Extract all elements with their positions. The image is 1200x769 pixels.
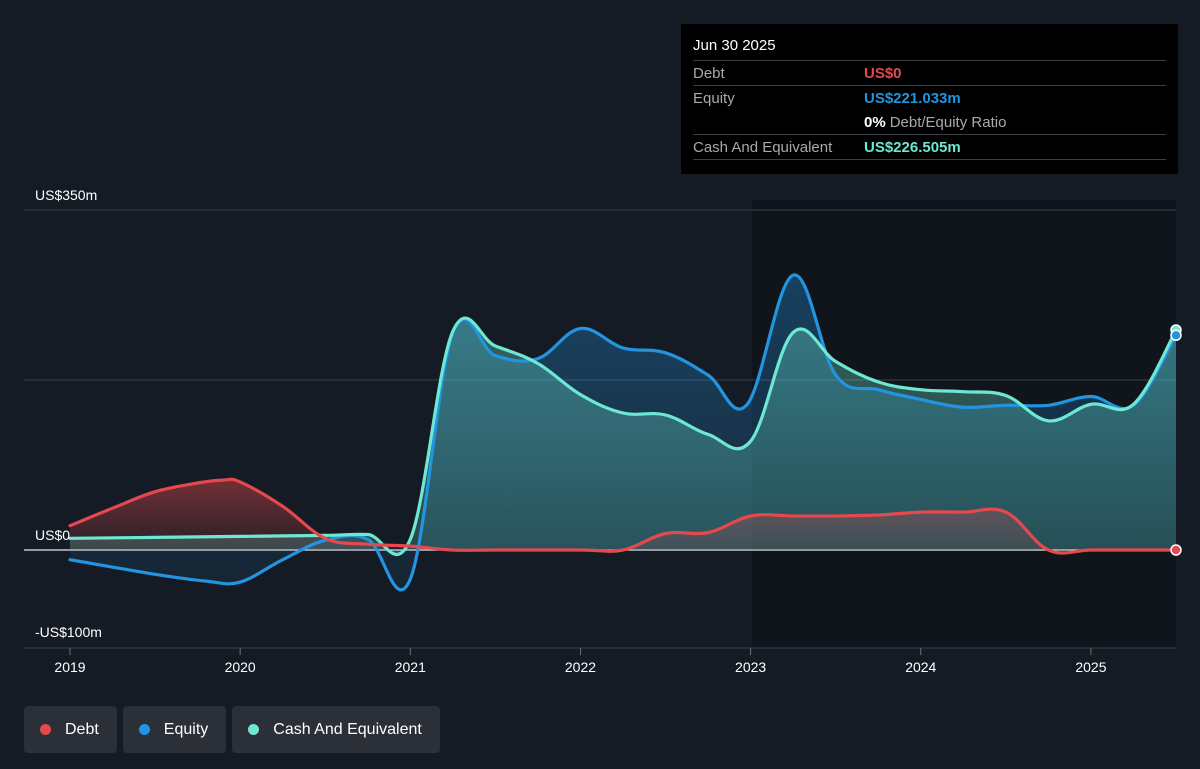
legend-label-cash: Cash And Equivalent bbox=[273, 720, 422, 738]
legend-label-equity: Equity bbox=[163, 720, 209, 738]
tooltip-row-ratio: 0% Debt/Equity Ratio bbox=[693, 110, 1166, 134]
area-cash bbox=[70, 318, 1176, 555]
tooltip-row-debt: Debt US$0 bbox=[693, 60, 1166, 85]
x-tick-label: 2024 bbox=[905, 659, 936, 675]
x-tick-label: 2020 bbox=[225, 659, 256, 675]
y-tick-label: -US$100m bbox=[35, 624, 102, 640]
legend-label-debt: Debt bbox=[65, 720, 99, 738]
tooltip-equity-value: US$221.033m bbox=[864, 89, 961, 107]
latest-markers bbox=[1170, 324, 1182, 556]
x-tick-label: 2021 bbox=[395, 659, 426, 675]
chart-legend: Debt Equity Cash And Equivalent bbox=[24, 706, 440, 753]
legend-dot-debt bbox=[40, 724, 51, 735]
x-tick-label: 2022 bbox=[565, 659, 596, 675]
tooltip-debt-value: US$0 bbox=[864, 64, 902, 82]
y-tick-label: US$0 bbox=[35, 527, 70, 543]
tooltip-cash-value: US$226.505m bbox=[864, 138, 961, 156]
legend-dot-cash bbox=[248, 724, 260, 735]
tooltip-row-cash: Cash And Equivalent US$226.505m bbox=[693, 134, 1166, 160]
area-debt bbox=[70, 479, 1176, 554]
line-debt bbox=[68, 477, 1178, 555]
x-tick-label: 2025 bbox=[1075, 659, 1106, 675]
tooltip-panel: Jun 30 2025 Debt US$0 Equity US$221.033m… bbox=[681, 24, 1178, 174]
marker-equity bbox=[1170, 329, 1182, 342]
legend-dot-equity bbox=[138, 724, 150, 735]
tooltip-equity-label: Equity bbox=[693, 89, 735, 107]
line-equity bbox=[68, 273, 1178, 592]
y-tick-label: US$350m bbox=[35, 187, 97, 203]
x-tick-label: 2019 bbox=[54, 659, 85, 675]
y-axis-labels: US$350m US$0 -US$100m bbox=[35, 187, 102, 640]
tooltip-row-equity: Equity US$221.033m bbox=[693, 85, 1166, 110]
marker-debt bbox=[1170, 544, 1182, 556]
x-tick-label: 2023 bbox=[735, 659, 766, 675]
line-cash bbox=[68, 316, 1178, 557]
x-axis-labels: 2019 2020 2021 2022 2023 2024 2025 bbox=[54, 648, 1107, 675]
tooltip-date: Jun 30 2025 bbox=[693, 37, 776, 54]
tooltip-ratio-value: 0% bbox=[864, 113, 886, 131]
series-areas bbox=[70, 274, 1176, 590]
series-lines bbox=[68, 273, 1178, 592]
tooltip-cash-label: Cash And Equivalent bbox=[693, 138, 833, 156]
legend-item-equity[interactable]: Equity bbox=[122, 706, 227, 753]
tooltip-debt-label: Debt bbox=[693, 64, 725, 82]
tooltip-ratio-label: Debt/Equity Ratio bbox=[889, 113, 1007, 131]
legend-item-cash[interactable]: Cash And Equivalent bbox=[232, 706, 440, 753]
debt-equity-chart: US$350m US$0 -US$100m 2019 2020 2021 2022 2023… bbox=[24, 187, 1182, 675]
legend-item-debt[interactable]: Debt bbox=[24, 706, 117, 753]
